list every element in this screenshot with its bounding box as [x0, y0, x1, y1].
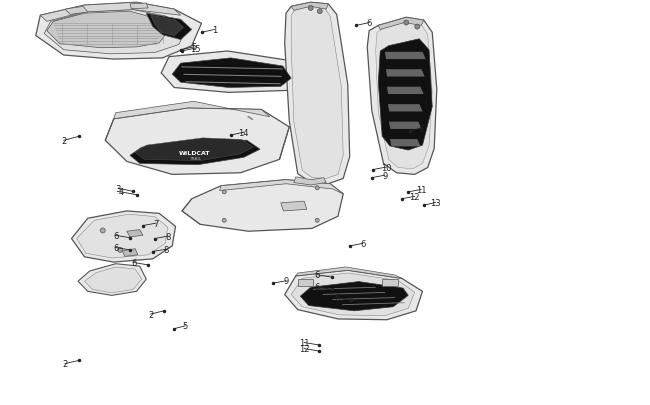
Circle shape: [100, 228, 105, 233]
Polygon shape: [294, 177, 326, 185]
Polygon shape: [78, 264, 146, 296]
Polygon shape: [378, 40, 432, 151]
Polygon shape: [161, 52, 300, 93]
Polygon shape: [65, 7, 88, 15]
Text: 6: 6: [360, 239, 365, 248]
Polygon shape: [285, 271, 422, 320]
Polygon shape: [151, 16, 183, 36]
Polygon shape: [130, 4, 148, 10]
Polygon shape: [390, 140, 421, 147]
Polygon shape: [172, 59, 291, 88]
Polygon shape: [44, 11, 187, 55]
Circle shape: [118, 248, 123, 253]
Polygon shape: [291, 273, 415, 316]
Circle shape: [315, 219, 319, 223]
Text: 14: 14: [239, 128, 249, 137]
Polygon shape: [220, 180, 343, 194]
Polygon shape: [367, 18, 437, 175]
Text: 2: 2: [148, 310, 153, 319]
Circle shape: [222, 219, 226, 223]
Text: 6: 6: [315, 283, 320, 292]
Polygon shape: [40, 3, 181, 22]
Text: 6: 6: [419, 124, 424, 133]
Polygon shape: [146, 14, 192, 40]
Circle shape: [317, 10, 322, 15]
Polygon shape: [122, 249, 138, 257]
Polygon shape: [36, 3, 202, 60]
Polygon shape: [385, 53, 426, 60]
Text: 12: 12: [299, 344, 309, 353]
Text: 9: 9: [382, 171, 387, 180]
Polygon shape: [378, 18, 424, 30]
Text: 11: 11: [416, 185, 426, 194]
Polygon shape: [47, 12, 168, 49]
Polygon shape: [285, 3, 350, 184]
Polygon shape: [114, 102, 270, 119]
Text: 8: 8: [165, 232, 170, 241]
Circle shape: [308, 6, 313, 11]
Circle shape: [415, 25, 420, 30]
Polygon shape: [388, 105, 423, 112]
Polygon shape: [296, 267, 402, 279]
Polygon shape: [387, 87, 424, 95]
Polygon shape: [281, 202, 307, 211]
Circle shape: [404, 21, 409, 26]
Polygon shape: [105, 109, 289, 175]
Text: 6: 6: [315, 271, 320, 279]
Polygon shape: [291, 3, 328, 11]
Text: 13: 13: [430, 198, 441, 207]
Polygon shape: [300, 282, 408, 311]
Polygon shape: [382, 279, 398, 286]
Polygon shape: [298, 279, 313, 286]
Circle shape: [222, 190, 226, 194]
Text: 4: 4: [118, 188, 124, 197]
Text: 6: 6: [334, 294, 339, 303]
Text: 2: 2: [61, 136, 66, 145]
Text: TRAIL: TRAIL: [189, 157, 201, 161]
Text: 6: 6: [367, 19, 372, 28]
Text: 3: 3: [116, 184, 121, 193]
Text: 8: 8: [164, 245, 169, 254]
Polygon shape: [84, 267, 142, 293]
Text: 6: 6: [113, 231, 118, 240]
Text: 5: 5: [191, 43, 196, 52]
Polygon shape: [130, 140, 260, 165]
Polygon shape: [127, 230, 143, 237]
Text: 5: 5: [183, 322, 188, 330]
Polygon shape: [182, 180, 343, 232]
Polygon shape: [291, 6, 343, 179]
Text: 2: 2: [62, 359, 68, 368]
Text: 1: 1: [212, 26, 217, 35]
Polygon shape: [72, 211, 176, 262]
Text: WILDCAT: WILDCAT: [179, 151, 211, 156]
Text: 10: 10: [381, 163, 391, 172]
Polygon shape: [135, 139, 254, 161]
Text: 6: 6: [131, 258, 136, 267]
Text: 7: 7: [153, 219, 159, 228]
Polygon shape: [376, 22, 432, 169]
Text: 6: 6: [113, 243, 118, 252]
Polygon shape: [386, 70, 424, 77]
Polygon shape: [389, 122, 422, 130]
Text: 15: 15: [190, 45, 200, 53]
Text: 12: 12: [410, 192, 420, 201]
Polygon shape: [77, 215, 168, 258]
Text: 9: 9: [283, 277, 289, 286]
Circle shape: [315, 186, 319, 190]
Text: 11: 11: [299, 338, 309, 347]
